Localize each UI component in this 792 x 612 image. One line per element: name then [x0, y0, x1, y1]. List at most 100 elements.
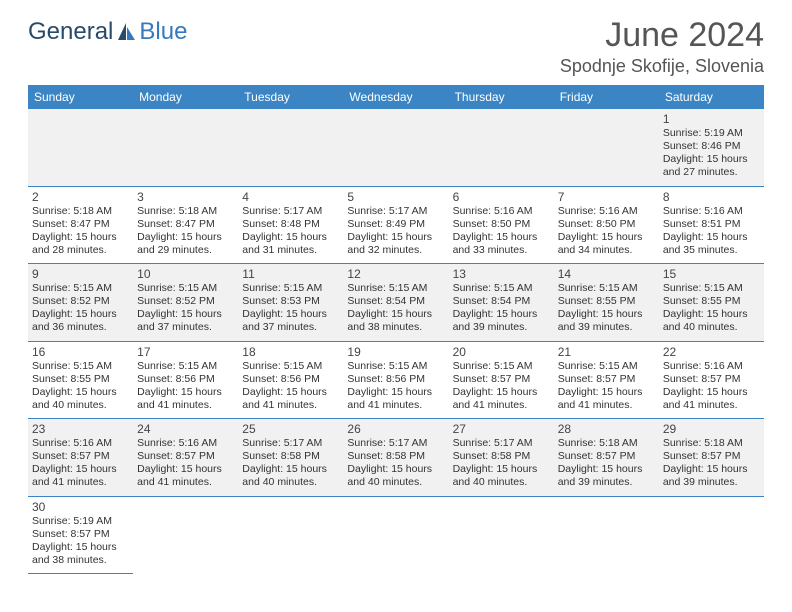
- calendar-body: 1Sunrise: 5:19 AMSunset: 8:46 PMDaylight…: [28, 109, 764, 574]
- calendar-day-cell: 7Sunrise: 5:16 AMSunset: 8:50 PMDaylight…: [554, 186, 659, 264]
- day-info: Sunrise: 5:15 AMSunset: 8:53 PMDaylight:…: [242, 282, 339, 335]
- calendar-day-cell: 17Sunrise: 5:15 AMSunset: 8:56 PMDayligh…: [133, 341, 238, 419]
- calendar-day-cell: 3Sunrise: 5:18 AMSunset: 8:47 PMDaylight…: [133, 186, 238, 264]
- day-info: Sunrise: 5:15 AMSunset: 8:56 PMDaylight:…: [347, 360, 444, 413]
- calendar-empty-cell: [449, 496, 554, 574]
- brand-logo: General Blue: [28, 18, 187, 46]
- day-info: Sunrise: 5:16 AMSunset: 8:57 PMDaylight:…: [32, 437, 129, 490]
- day-info: Sunrise: 5:15 AMSunset: 8:56 PMDaylight:…: [242, 360, 339, 413]
- day-number: 22: [663, 345, 760, 359]
- calendar-empty-cell: [343, 496, 448, 574]
- calendar-week-row: 23Sunrise: 5:16 AMSunset: 8:57 PMDayligh…: [28, 419, 764, 497]
- calendar-day-cell: 23Sunrise: 5:16 AMSunset: 8:57 PMDayligh…: [28, 419, 133, 497]
- header: General Blue June 2024 Spodnje Skofije, …: [28, 18, 764, 77]
- day-number: 17: [137, 345, 234, 359]
- day-number: 8: [663, 190, 760, 204]
- calendar-day-cell: 19Sunrise: 5:15 AMSunset: 8:56 PMDayligh…: [343, 341, 448, 419]
- brand-part2: Blue: [139, 18, 187, 46]
- month-title: June 2024: [560, 18, 764, 52]
- calendar-day-cell: 20Sunrise: 5:15 AMSunset: 8:57 PMDayligh…: [449, 341, 554, 419]
- calendar-empty-cell: [238, 496, 343, 574]
- day-number: 14: [558, 267, 655, 281]
- calendar-empty-cell: [659, 496, 764, 574]
- day-number: 21: [558, 345, 655, 359]
- day-number: 3: [137, 190, 234, 204]
- day-info: Sunrise: 5:15 AMSunset: 8:55 PMDaylight:…: [558, 282, 655, 335]
- calendar-day-cell: 29Sunrise: 5:18 AMSunset: 8:57 PMDayligh…: [659, 419, 764, 497]
- day-info: Sunrise: 5:16 AMSunset: 8:51 PMDaylight:…: [663, 205, 760, 258]
- day-number: 30: [32, 500, 129, 514]
- day-info: Sunrise: 5:19 AMSunset: 8:57 PMDaylight:…: [32, 515, 129, 568]
- day-info: Sunrise: 5:15 AMSunset: 8:56 PMDaylight:…: [137, 360, 234, 413]
- sail-icon: [115, 21, 137, 43]
- calendar-week-row: 30Sunrise: 5:19 AMSunset: 8:57 PMDayligh…: [28, 496, 764, 574]
- calendar-day-cell: 13Sunrise: 5:15 AMSunset: 8:54 PMDayligh…: [449, 264, 554, 342]
- day-info: Sunrise: 5:15 AMSunset: 8:57 PMDaylight:…: [453, 360, 550, 413]
- calendar-week-row: 2Sunrise: 5:18 AMSunset: 8:47 PMDaylight…: [28, 186, 764, 264]
- day-number: 15: [663, 267, 760, 281]
- day-number: 12: [347, 267, 444, 281]
- calendar-day-cell: 16Sunrise: 5:15 AMSunset: 8:55 PMDayligh…: [28, 341, 133, 419]
- calendar-day-cell: 14Sunrise: 5:15 AMSunset: 8:55 PMDayligh…: [554, 264, 659, 342]
- day-number: 2: [32, 190, 129, 204]
- day-number: 10: [137, 267, 234, 281]
- calendar-day-cell: 9Sunrise: 5:15 AMSunset: 8:52 PMDaylight…: [28, 264, 133, 342]
- calendar-day-cell: 2Sunrise: 5:18 AMSunset: 8:47 PMDaylight…: [28, 186, 133, 264]
- day-info: Sunrise: 5:15 AMSunset: 8:54 PMDaylight:…: [453, 282, 550, 335]
- calendar-day-cell: 22Sunrise: 5:16 AMSunset: 8:57 PMDayligh…: [659, 341, 764, 419]
- calendar-day-cell: 21Sunrise: 5:15 AMSunset: 8:57 PMDayligh…: [554, 341, 659, 419]
- day-number: 20: [453, 345, 550, 359]
- weekday-header: Sunday: [28, 85, 133, 109]
- calendar-empty-cell: [28, 109, 133, 186]
- calendar-day-cell: 27Sunrise: 5:17 AMSunset: 8:58 PMDayligh…: [449, 419, 554, 497]
- day-info: Sunrise: 5:17 AMSunset: 8:48 PMDaylight:…: [242, 205, 339, 258]
- weekday-header: Monday: [133, 85, 238, 109]
- calendar-day-cell: 5Sunrise: 5:17 AMSunset: 8:49 PMDaylight…: [343, 186, 448, 264]
- calendar-day-cell: 10Sunrise: 5:15 AMSunset: 8:52 PMDayligh…: [133, 264, 238, 342]
- day-info: Sunrise: 5:17 AMSunset: 8:58 PMDaylight:…: [453, 437, 550, 490]
- day-info: Sunrise: 5:15 AMSunset: 8:52 PMDaylight:…: [137, 282, 234, 335]
- calendar-day-cell: 18Sunrise: 5:15 AMSunset: 8:56 PMDayligh…: [238, 341, 343, 419]
- weekday-header: Tuesday: [238, 85, 343, 109]
- day-info: Sunrise: 5:18 AMSunset: 8:47 PMDaylight:…: [32, 205, 129, 258]
- day-number: 28: [558, 422, 655, 436]
- day-info: Sunrise: 5:16 AMSunset: 8:50 PMDaylight:…: [453, 205, 550, 258]
- day-number: 4: [242, 190, 339, 204]
- calendar-week-row: 16Sunrise: 5:15 AMSunset: 8:55 PMDayligh…: [28, 341, 764, 419]
- day-number: 9: [32, 267, 129, 281]
- day-info: Sunrise: 5:17 AMSunset: 8:58 PMDaylight:…: [347, 437, 444, 490]
- weekday-header: Thursday: [449, 85, 554, 109]
- location: Spodnje Skofije, Slovenia: [560, 56, 764, 77]
- day-info: Sunrise: 5:18 AMSunset: 8:57 PMDaylight:…: [663, 437, 760, 490]
- day-number: 24: [137, 422, 234, 436]
- day-info: Sunrise: 5:15 AMSunset: 8:55 PMDaylight:…: [32, 360, 129, 413]
- calendar-empty-cell: [343, 109, 448, 186]
- calendar-empty-cell: [554, 109, 659, 186]
- calendar-day-cell: 24Sunrise: 5:16 AMSunset: 8:57 PMDayligh…: [133, 419, 238, 497]
- day-info: Sunrise: 5:16 AMSunset: 8:57 PMDaylight:…: [137, 437, 234, 490]
- day-number: 18: [242, 345, 339, 359]
- calendar-day-cell: 28Sunrise: 5:18 AMSunset: 8:57 PMDayligh…: [554, 419, 659, 497]
- day-number: 11: [242, 267, 339, 281]
- calendar-day-cell: 11Sunrise: 5:15 AMSunset: 8:53 PMDayligh…: [238, 264, 343, 342]
- calendar-empty-cell: [133, 109, 238, 186]
- weekday-header: Wednesday: [343, 85, 448, 109]
- day-number: 16: [32, 345, 129, 359]
- calendar-empty-cell: [238, 109, 343, 186]
- day-info: Sunrise: 5:18 AMSunset: 8:57 PMDaylight:…: [558, 437, 655, 490]
- calendar-day-cell: 25Sunrise: 5:17 AMSunset: 8:58 PMDayligh…: [238, 419, 343, 497]
- weekday-header-row: Sunday Monday Tuesday Wednesday Thursday…: [28, 85, 764, 109]
- calendar-day-cell: 6Sunrise: 5:16 AMSunset: 8:50 PMDaylight…: [449, 186, 554, 264]
- day-number: 13: [453, 267, 550, 281]
- day-info: Sunrise: 5:19 AMSunset: 8:46 PMDaylight:…: [663, 127, 760, 180]
- day-info: Sunrise: 5:16 AMSunset: 8:57 PMDaylight:…: [663, 360, 760, 413]
- day-number: 29: [663, 422, 760, 436]
- day-info: Sunrise: 5:15 AMSunset: 8:57 PMDaylight:…: [558, 360, 655, 413]
- weekday-header: Friday: [554, 85, 659, 109]
- day-info: Sunrise: 5:18 AMSunset: 8:47 PMDaylight:…: [137, 205, 234, 258]
- calendar-empty-cell: [133, 496, 238, 574]
- day-number: 25: [242, 422, 339, 436]
- title-block: June 2024 Spodnje Skofije, Slovenia: [560, 18, 764, 77]
- calendar-day-cell: 12Sunrise: 5:15 AMSunset: 8:54 PMDayligh…: [343, 264, 448, 342]
- calendar-day-cell: 30Sunrise: 5:19 AMSunset: 8:57 PMDayligh…: [28, 496, 133, 574]
